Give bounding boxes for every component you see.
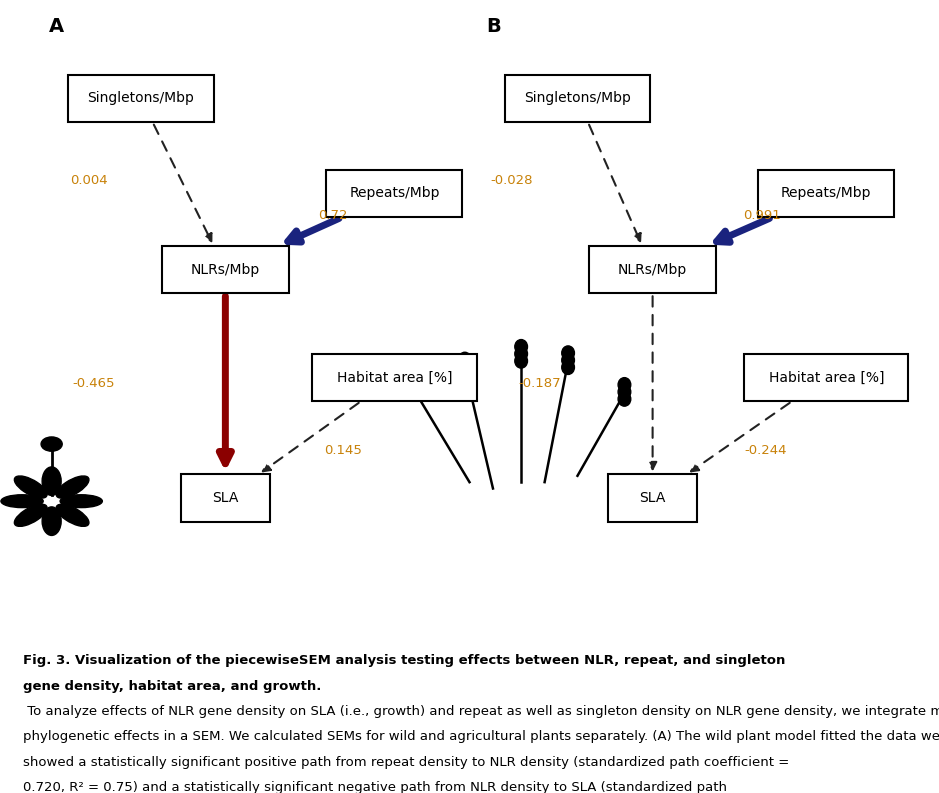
- Ellipse shape: [42, 467, 61, 496]
- Text: Singletons/Mbp: Singletons/Mbp: [524, 91, 631, 105]
- Text: 0.145: 0.145: [324, 444, 362, 457]
- Ellipse shape: [618, 392, 631, 406]
- Text: -0.028: -0.028: [490, 174, 533, 187]
- Ellipse shape: [562, 360, 575, 374]
- Text: Habitat area [%]: Habitat area [%]: [336, 370, 453, 385]
- Ellipse shape: [402, 365, 415, 379]
- Text: NLRs/Mbp: NLRs/Mbp: [618, 262, 687, 277]
- Text: Repeats/Mbp: Repeats/Mbp: [349, 186, 439, 201]
- Text: Repeats/Mbp: Repeats/Mbp: [781, 186, 871, 201]
- FancyBboxPatch shape: [505, 75, 651, 122]
- Ellipse shape: [515, 339, 528, 354]
- Ellipse shape: [1, 495, 43, 508]
- Text: showed a statistically significant positive path from repeat density to NLR dens: showed a statistically significant posit…: [23, 756, 790, 768]
- Ellipse shape: [402, 379, 415, 393]
- Text: -0.465: -0.465: [72, 377, 115, 390]
- Text: 0.720, R² = 0.75) and a statistically significant negative path from NLR density: 0.720, R² = 0.75) and a statistically si…: [23, 781, 728, 793]
- Ellipse shape: [402, 372, 415, 386]
- Ellipse shape: [618, 377, 631, 392]
- Text: Fig. 3. Visualization of the piecewiseSEM analysis testing effects between NLR, : Fig. 3. Visualization of the piecewiseSE…: [23, 654, 786, 667]
- FancyBboxPatch shape: [313, 354, 477, 401]
- Ellipse shape: [56, 476, 89, 498]
- Text: NLRs/Mbp: NLRs/Mbp: [191, 262, 260, 277]
- Ellipse shape: [60, 495, 102, 508]
- Text: To analyze effects of NLR gene density on SLA (i.e., growth) and repeat as well : To analyze effects of NLR gene density o…: [23, 705, 939, 718]
- Ellipse shape: [618, 385, 631, 399]
- FancyBboxPatch shape: [180, 474, 270, 522]
- Ellipse shape: [515, 347, 528, 361]
- Ellipse shape: [14, 504, 47, 527]
- Text: 0.991: 0.991: [744, 209, 781, 222]
- Text: gene density, habitat area, and growth.: gene density, habitat area, and growth.: [23, 680, 322, 692]
- Text: SLA: SLA: [639, 491, 666, 505]
- Text: phylogenetic effects in a SEM. We calculated SEMs for wild and agricultural plan: phylogenetic effects in a SEM. We calcul…: [23, 730, 939, 743]
- Text: B: B: [486, 17, 500, 36]
- FancyBboxPatch shape: [608, 474, 697, 522]
- Ellipse shape: [14, 476, 47, 498]
- Ellipse shape: [458, 366, 471, 381]
- Text: -0.187: -0.187: [518, 377, 562, 390]
- FancyBboxPatch shape: [327, 170, 462, 217]
- FancyBboxPatch shape: [745, 354, 909, 401]
- Ellipse shape: [458, 359, 471, 374]
- Text: 0.004: 0.004: [70, 174, 108, 187]
- Ellipse shape: [562, 346, 575, 360]
- Text: 0.72: 0.72: [318, 209, 348, 222]
- Ellipse shape: [562, 353, 575, 367]
- FancyBboxPatch shape: [590, 246, 716, 293]
- Text: -0.244: -0.244: [744, 444, 787, 457]
- Text: Singletons/Mbp: Singletons/Mbp: [87, 91, 194, 105]
- Ellipse shape: [56, 504, 89, 527]
- Text: SLA: SLA: [212, 491, 239, 505]
- FancyBboxPatch shape: [162, 246, 289, 293]
- Text: Habitat area [%]: Habitat area [%]: [768, 370, 885, 385]
- Ellipse shape: [515, 354, 528, 368]
- Ellipse shape: [41, 437, 62, 451]
- FancyBboxPatch shape: [69, 75, 213, 122]
- Ellipse shape: [42, 507, 61, 535]
- Ellipse shape: [458, 352, 471, 366]
- Text: A: A: [49, 17, 65, 36]
- FancyBboxPatch shape: [759, 170, 895, 217]
